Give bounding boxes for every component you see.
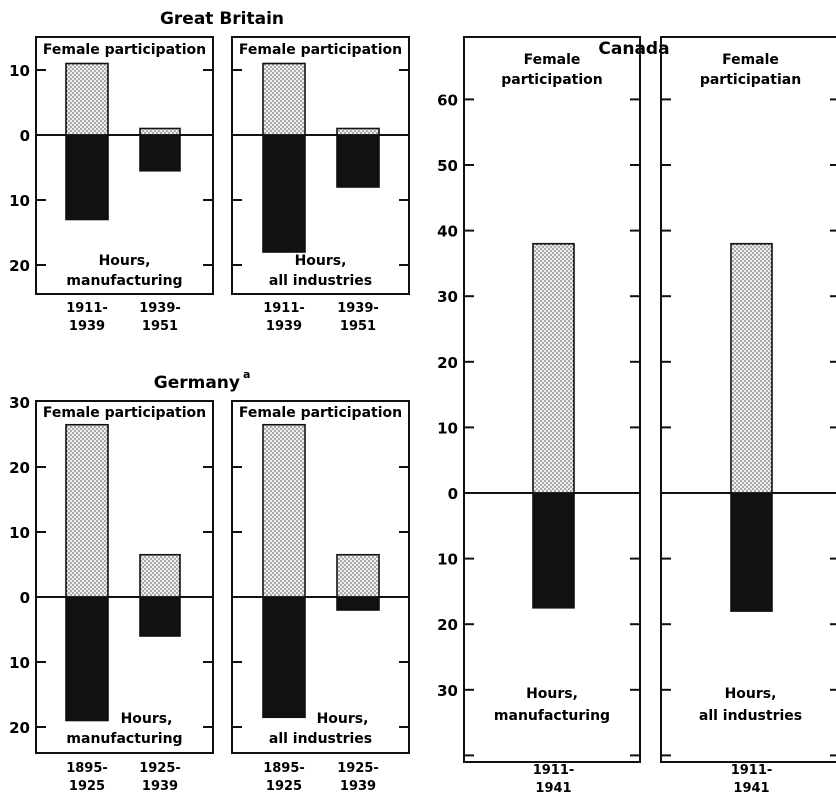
y-tick-label: 20	[437, 616, 458, 634]
bar-hours	[262, 134, 306, 253]
period-label-end: 1939	[340, 779, 376, 794]
chart-panel-5: 60 50 40 30 20 10 0 10 20 30 1911- 1941 Female partic…	[437, 36, 641, 796]
y-tick-label: 30	[437, 288, 458, 306]
period-label-end: 1941	[733, 781, 769, 796]
panel-bottom-label: Hours,	[99, 253, 151, 269]
heading-canada: Canada	[598, 39, 669, 59]
period-label-start: 1911-	[263, 301, 305, 316]
chart-panel-4: 1895- 1925 1925- 1939 Female participation Ho…	[231, 400, 410, 794]
period-label-end: 1925	[69, 779, 105, 794]
panel-frame	[35, 36, 214, 295]
panel-bottom-label: Hours,	[295, 253, 347, 269]
panel-bottom-label: all industries	[269, 731, 372, 747]
panel-bottom-label: Hours,	[526, 686, 578, 702]
period-label-start: 1939-	[139, 301, 181, 316]
panel-top-label: participatian	[700, 72, 801, 88]
y-tick-label: 0	[448, 485, 458, 503]
bar-female-participation	[532, 242, 575, 494]
panel-bottom-label: all industries	[269, 273, 372, 289]
period-label-start: 1939-	[337, 301, 379, 316]
panel-frame	[231, 36, 410, 295]
y-tick-label: 10	[437, 551, 458, 569]
chart-panels: 10 0 10 20 1911- 1939 1939- 1951 Female particip…	[9, 36, 836, 796]
period-label-end: 1951	[340, 319, 376, 334]
y-tick-label: 10	[9, 192, 30, 210]
bar-hours	[336, 134, 380, 188]
heading-great-britain: Great Britain	[160, 9, 284, 29]
bar-hours	[336, 596, 380, 611]
bar-female-participation	[262, 423, 306, 598]
bar-hours	[262, 596, 306, 719]
y-tick-label: 10	[9, 654, 30, 672]
period-label-end: 1939	[69, 319, 105, 334]
period-label-end: 1925	[266, 779, 302, 794]
y-tick-label: 10	[437, 419, 458, 437]
panel-frame	[660, 36, 836, 763]
bar-female-participation	[336, 127, 380, 136]
y-tick-label: 20	[437, 354, 458, 372]
y-tick-label: 30	[437, 682, 458, 700]
bar-female-participation	[139, 127, 181, 136]
panel-top-label: Female participation	[239, 42, 402, 58]
bar-female-participation	[65, 62, 109, 136]
bar-hours	[532, 492, 575, 609]
period-label-start: 1911-	[731, 763, 773, 778]
y-tick-label: 0	[20, 127, 30, 145]
bar-female-participation	[262, 62, 306, 136]
y-tick-label: 50	[437, 157, 458, 175]
period-label-end: 1939	[266, 319, 302, 334]
bar-female-participation	[139, 553, 181, 598]
panel-frame	[35, 400, 214, 754]
period-label-start: 1895-	[263, 761, 305, 776]
y-tick-label: 20	[9, 719, 30, 737]
chart-panel-1: 10 0 10 20 1911- 1939 1939- 1951 Female particip…	[9, 36, 214, 334]
panel-bottom-label: Hours,	[121, 711, 173, 727]
bar-hours	[65, 596, 109, 722]
panel-bottom-label: manufacturing	[66, 731, 182, 747]
chart-panel-2: 1911- 1939 1939- 1951 Female participation Ho…	[231, 36, 410, 334]
y-tick-label: 20	[9, 459, 30, 477]
chart-panel-3: 30 20 10 0 10 20 1895- 1925 1925- 1939 Female part…	[9, 394, 214, 794]
period-label-end: 1941	[535, 781, 571, 796]
y-tick-label: 20	[9, 257, 30, 275]
panel-bottom-label: manufacturing	[494, 708, 610, 724]
period-label-end: 1951	[142, 319, 178, 334]
y-tick-label: 40	[437, 223, 458, 241]
panel-bottom-label: Hours,	[317, 711, 369, 727]
panel-top-label: Female	[524, 52, 581, 68]
bar-female-participation	[730, 242, 773, 494]
period-label-start: 1911-	[533, 763, 575, 778]
bar-female-participation	[336, 553, 380, 598]
heading-germany: Germany	[154, 373, 240, 393]
panel-frame	[231, 400, 410, 754]
period-label-start: 1895-	[66, 761, 108, 776]
panel-bottom-label: manufacturing	[66, 273, 182, 289]
panel-top-label: Female participation	[43, 405, 206, 421]
heading-germany-footnote: a	[243, 368, 250, 381]
panel-top-label: participation	[501, 72, 603, 88]
panel-bottom-label: Hours,	[725, 686, 777, 702]
y-tick-label: 60	[437, 91, 458, 109]
panel-top-label: Female	[722, 52, 779, 68]
bar-hours	[139, 134, 181, 172]
period-label-start: 1925-	[139, 761, 181, 776]
y-tick-label: 10	[9, 62, 30, 80]
bar-female-participation	[65, 423, 109, 598]
bar-hours	[730, 492, 773, 612]
panel-bottom-label: all industries	[699, 708, 802, 724]
bar-hours	[65, 134, 109, 221]
y-tick-label: 0	[20, 589, 30, 607]
bar-hours	[139, 596, 181, 637]
period-label-end: 1939	[142, 779, 178, 794]
period-label-start: 1925-	[337, 761, 379, 776]
panel-top-label: Female participation	[239, 405, 402, 421]
panel-top-label: Female participation	[43, 42, 206, 58]
y-tick-label: 10	[9, 524, 30, 542]
chart-panel-6: 1911- 1941 Female participatian Hours, all in…	[660, 36, 836, 796]
panel-frame	[463, 36, 641, 763]
y-tick-label: 30	[9, 394, 30, 412]
period-label-start: 1911-	[66, 301, 108, 316]
